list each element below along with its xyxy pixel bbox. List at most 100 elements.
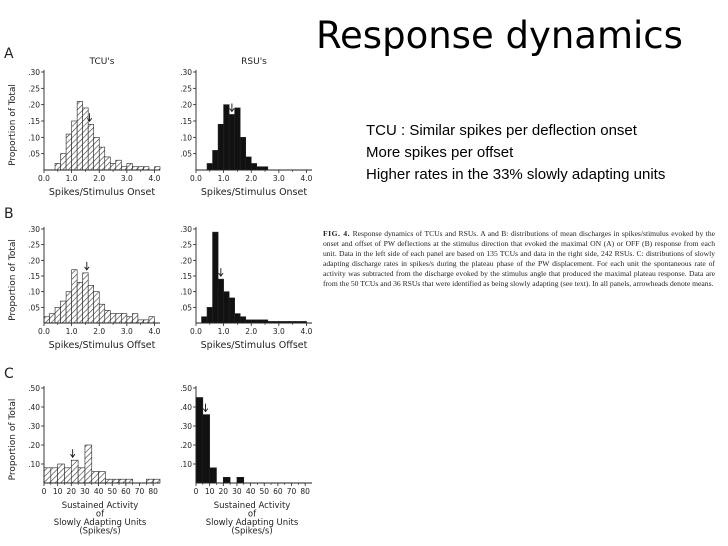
y-tick-label: .15 bbox=[180, 272, 192, 281]
histogram-bar bbox=[118, 478, 127, 484]
histogram-bar bbox=[76, 101, 83, 171]
y-tick-label: .10 bbox=[28, 460, 40, 469]
x-tick-label: 4.0 bbox=[149, 327, 161, 336]
x-tick-label: 0.0 bbox=[38, 174, 50, 183]
x-tick-label: 0 bbox=[42, 487, 47, 496]
x-tick-label: 20 bbox=[67, 487, 77, 496]
histogram-bar bbox=[234, 313, 241, 324]
bullet-item: Higher rates in the 33% slowly adapting … bbox=[366, 166, 666, 183]
x-tick-label: 10 bbox=[205, 487, 215, 496]
x-tick-label: 0.0 bbox=[38, 327, 50, 336]
y-tick-label: .20 bbox=[180, 256, 192, 265]
histogram-bar bbox=[250, 319, 258, 324]
mean-arrow-head bbox=[70, 453, 76, 458]
x-axis-label-line: (Spikes/s) bbox=[231, 527, 272, 537]
histogram-bar bbox=[87, 285, 95, 324]
histogram-bar bbox=[125, 478, 134, 484]
histogram-bar bbox=[82, 272, 89, 324]
x-tick-label: 0.0 bbox=[190, 327, 202, 336]
x-tick-label: 3.0 bbox=[273, 327, 285, 336]
histogram-bar bbox=[245, 319, 252, 324]
x-tick-label: 50 bbox=[107, 487, 117, 496]
histogram-bar bbox=[50, 467, 58, 484]
y-tick-label: .15 bbox=[180, 117, 192, 126]
y-tick-label: .10 bbox=[180, 460, 192, 469]
x-tick-label: 80 bbox=[300, 487, 310, 496]
x-axis-label-line: of bbox=[96, 510, 105, 520]
histogram-bar bbox=[84, 444, 93, 484]
x-tick-label: 80 bbox=[148, 487, 158, 496]
y-tick-label: .20 bbox=[180, 441, 192, 450]
chart-title: RSU's bbox=[241, 57, 267, 67]
histogram-bar bbox=[54, 307, 61, 324]
y-tick-label: .25 bbox=[28, 84, 40, 93]
x-tick-label: 1.0 bbox=[218, 174, 230, 183]
histogram-bar bbox=[104, 156, 111, 171]
histogram-bar bbox=[132, 313, 139, 324]
histogram-bar bbox=[111, 478, 120, 484]
x-tick-label: 2.0 bbox=[93, 327, 105, 336]
histogram-bar bbox=[223, 291, 230, 324]
histogram-bar bbox=[43, 467, 52, 484]
histogram-bar bbox=[217, 123, 224, 171]
x-axis-label: Spikes/Stimulus Onset bbox=[49, 187, 155, 198]
x-tick-label: 40 bbox=[246, 487, 256, 496]
y-tick-label: .05 bbox=[180, 150, 192, 159]
histogram-bar bbox=[256, 166, 263, 171]
histogram-bar bbox=[71, 120, 78, 171]
histogram-bar bbox=[212, 231, 219, 324]
x-tick-label: 0 bbox=[194, 487, 199, 496]
histogram-bar bbox=[152, 478, 161, 484]
histogram-bar bbox=[245, 156, 252, 171]
y-tick-label: .20 bbox=[28, 101, 40, 110]
histogram-bar bbox=[109, 163, 117, 171]
histogram-bar bbox=[261, 166, 269, 171]
histogram-bar bbox=[82, 107, 89, 171]
histogram-bar bbox=[250, 163, 258, 171]
histogram-bar bbox=[65, 133, 72, 171]
histogram-bar bbox=[256, 319, 263, 324]
histogram-bar bbox=[105, 478, 113, 484]
x-tick-label: 4.0 bbox=[301, 174, 313, 183]
y-tick-label: .10 bbox=[28, 133, 40, 142]
histogram-bar bbox=[202, 414, 210, 484]
histogram-bar bbox=[206, 163, 213, 171]
histogram-bar bbox=[98, 471, 106, 484]
histogram-bar bbox=[91, 471, 99, 484]
y-tick-label: .15 bbox=[28, 117, 40, 126]
histogram-bar bbox=[201, 316, 208, 324]
y-tick-label: .05 bbox=[28, 303, 40, 312]
histogram-bar bbox=[121, 313, 128, 324]
histogram-bar bbox=[93, 137, 100, 171]
x-tick-label: 20 bbox=[219, 487, 229, 496]
histogram-bar bbox=[93, 291, 100, 324]
y-axis-label: Proportion of Total bbox=[8, 399, 18, 481]
x-axis-label: Spikes/Stimulus Offset bbox=[201, 340, 308, 351]
histogram-bar bbox=[98, 303, 106, 324]
x-tick-label: 50 bbox=[259, 487, 269, 496]
y-tick-label: .20 bbox=[28, 441, 40, 450]
bullet-list: TCU : Similar spikes per deflection onse… bbox=[366, 120, 665, 186]
histogram-bar bbox=[143, 166, 150, 171]
x-tick-label: 0.0 bbox=[190, 174, 202, 183]
x-axis-label-line: (Spikes/s) bbox=[79, 527, 120, 537]
histogram-bar bbox=[239, 137, 247, 171]
x-tick-label: 1.0 bbox=[218, 327, 230, 336]
histogram-bar bbox=[217, 278, 224, 324]
histogram-bar bbox=[71, 269, 78, 324]
chart-a-rsu: .05 .10 .15 .20 .25 .30 0.0 1.0 2.0 3.0 4.0 RSU's Sp… bbox=[180, 57, 313, 198]
histogram-bar bbox=[60, 300, 67, 324]
histogram-bar bbox=[76, 281, 83, 324]
histogram-bar bbox=[223, 104, 230, 171]
slide-title: Response dynamics bbox=[316, 14, 683, 57]
x-tick-label: 30 bbox=[232, 487, 242, 496]
y-tick-label: .30 bbox=[180, 68, 192, 77]
x-tick-label: 3.0 bbox=[121, 327, 133, 336]
histogram-bar bbox=[104, 310, 111, 324]
y-tick-label: .30 bbox=[180, 422, 192, 431]
histogram-bar bbox=[132, 166, 139, 171]
y-tick-label: .20 bbox=[28, 256, 40, 265]
bullet-item: TCU : Similar spikes per deflection onse… bbox=[366, 122, 637, 139]
